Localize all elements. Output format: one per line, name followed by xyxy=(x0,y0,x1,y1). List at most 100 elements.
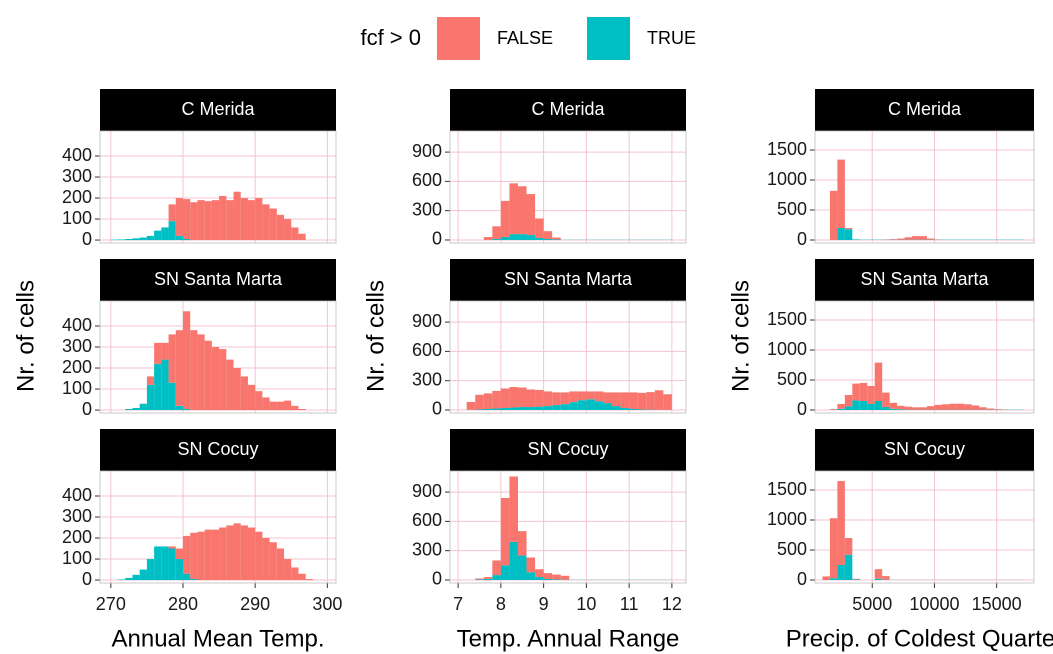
legend-key xyxy=(587,17,630,60)
histogram-bar xyxy=(844,228,853,230)
x-axis-label: Annual Mean Temp. xyxy=(111,625,324,652)
strip xyxy=(450,429,686,471)
histogram-bar xyxy=(500,200,510,238)
histogram-bar xyxy=(897,238,905,240)
histogram-bar xyxy=(483,237,493,240)
histogram-bar xyxy=(168,382,176,411)
histogram-bar xyxy=(543,578,553,580)
histogram-bar xyxy=(629,392,638,409)
histogram-bar xyxy=(874,362,883,402)
legend-title: fcf > 0 xyxy=(360,25,421,50)
histogram-bar xyxy=(483,393,493,409)
histogram-bar xyxy=(535,218,544,239)
histogram-bar xyxy=(837,404,845,409)
histogram-bar xyxy=(175,330,183,406)
histogram-bar xyxy=(867,386,875,405)
histogram-bar xyxy=(620,392,630,409)
histogram-bar xyxy=(934,404,942,410)
histogram-bar xyxy=(526,407,536,410)
strip-label: SN Cocuy xyxy=(527,439,608,459)
panel-content xyxy=(450,131,686,243)
y-tick-label: 200 xyxy=(62,357,92,377)
y-tick-label: 400 xyxy=(62,485,92,505)
histogram-bar xyxy=(305,579,313,581)
histogram-bar xyxy=(492,575,501,580)
histogram-bar xyxy=(154,546,162,581)
x-axis-label: Precip. of Coldest Quarter xyxy=(786,625,1053,652)
histogram-bar xyxy=(829,578,838,581)
histogram-bar xyxy=(233,523,241,581)
histogram-bar xyxy=(603,403,613,410)
legend-label: TRUE xyxy=(647,28,696,48)
strip-label: C Merida xyxy=(531,99,605,119)
histogram-bar xyxy=(844,406,853,411)
histogram-bar xyxy=(543,406,553,410)
x-tick-label: 300 xyxy=(312,594,342,614)
histogram-bar xyxy=(219,527,227,581)
histogram-bar xyxy=(492,408,501,410)
histogram-bar xyxy=(526,572,536,580)
histogram-bar xyxy=(284,559,292,581)
x-tick-label: 270 xyxy=(96,594,126,614)
panel-content xyxy=(100,471,336,583)
histogram-bar xyxy=(161,342,169,360)
histogram-bar xyxy=(483,577,493,579)
y-tick-label: 0 xyxy=(797,399,807,419)
histogram-bar xyxy=(904,406,913,410)
histogram-bar xyxy=(284,219,292,241)
strip xyxy=(450,89,686,131)
legend-key xyxy=(437,17,480,60)
histogram-bar xyxy=(852,579,860,581)
histogram-bar xyxy=(844,538,853,555)
histogram-bar xyxy=(240,198,248,241)
histogram-bar xyxy=(146,559,155,581)
histogram-bar xyxy=(829,190,838,241)
histogram-bar xyxy=(822,576,830,581)
histogram-bar xyxy=(168,221,176,241)
y-tick-label: 1500 xyxy=(767,309,807,329)
y-tick-label: 0 xyxy=(797,229,807,249)
histogram-bar xyxy=(535,577,544,580)
histogram-bar xyxy=(543,238,553,240)
histogram-bar xyxy=(912,407,920,410)
histogram-bar xyxy=(182,199,191,240)
histogram-bar xyxy=(867,404,875,411)
histogram-bar xyxy=(175,198,183,236)
histogram-bar xyxy=(247,384,256,411)
histogram-bar xyxy=(284,400,292,411)
histogram-bar xyxy=(154,363,162,411)
histogram-bar xyxy=(146,384,155,411)
histogram-bar xyxy=(204,529,212,581)
histogram-bar xyxy=(175,405,183,411)
histogram-bar xyxy=(161,546,169,581)
histogram-bar xyxy=(509,183,518,235)
histogram-bar xyxy=(526,235,536,240)
strip-label: SN Cocuy xyxy=(884,439,965,459)
strip xyxy=(100,429,336,471)
histogram-bar xyxy=(663,394,672,410)
histogram-bar xyxy=(204,201,212,241)
histogram-bar xyxy=(182,573,191,581)
strip-label: SN Cocuy xyxy=(177,439,258,459)
histogram-bar xyxy=(118,239,126,241)
histogram-bar xyxy=(577,391,587,401)
histogram-bar xyxy=(837,481,845,566)
histogram-bar xyxy=(509,387,518,408)
histogram-bar xyxy=(240,376,248,411)
histogram-bar xyxy=(874,401,883,411)
histogram-bar xyxy=(882,407,890,411)
histogram-bar xyxy=(577,400,587,410)
histogram-bar xyxy=(897,409,905,411)
histogram-bar xyxy=(844,229,853,241)
histogram-bar xyxy=(517,186,527,235)
y-axis-label: Nr. of cells xyxy=(362,280,389,392)
histogram-bar xyxy=(612,392,621,407)
x-tick-label: 10 xyxy=(576,594,596,614)
panel-border xyxy=(814,470,1035,584)
y-axis-label: Nr. of cells xyxy=(12,280,39,392)
histogram-bar xyxy=(569,402,578,410)
histogram-bar xyxy=(994,409,1002,410)
histogram-bar xyxy=(492,226,501,239)
histogram-bar xyxy=(526,194,536,236)
